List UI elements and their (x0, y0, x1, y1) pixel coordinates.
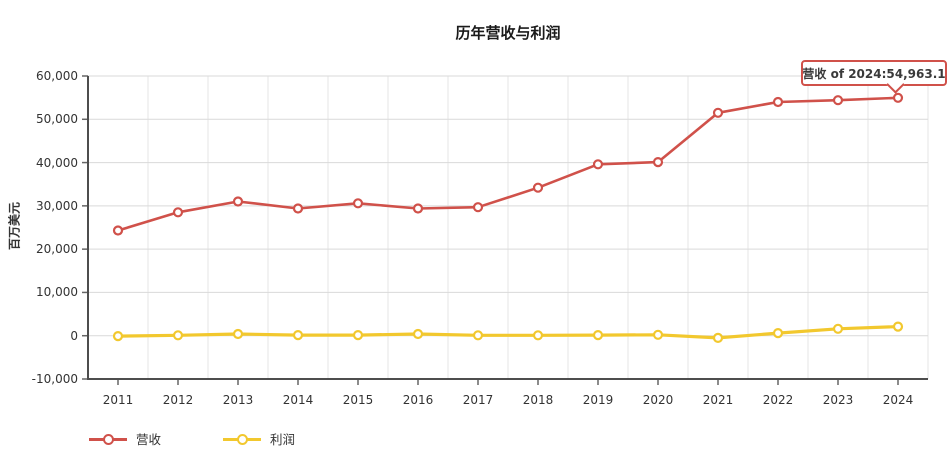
x-tick-label-2015: 2015 (342, 393, 374, 407)
y-tick-label--10,000: -10,000 (31, 372, 78, 386)
x-tick-label-2020: 2020 (642, 393, 674, 407)
x-tick-label-2017: 2017 (462, 393, 494, 407)
axes (87, 76, 928, 380)
revenue-marker-2014[interactable] (292, 203, 304, 214)
y-tick-label-30,000: 30,000 (36, 198, 78, 213)
x-tick-label-2016: 2016 (402, 393, 434, 407)
profit-marker-2017[interactable] (472, 330, 484, 341)
profit-series (112, 321, 904, 343)
legend-label-profit: 利润 (270, 432, 296, 447)
revenue-marker-2020[interactable] (652, 157, 664, 168)
x-tick-label-2021: 2021 (702, 393, 734, 407)
revenue-marker-2013[interactable] (232, 196, 244, 207)
revenue-legend-marker-icon (89, 432, 127, 446)
chart-title: 历年营收与利润 (455, 24, 561, 42)
legend-item-revenue: 营收 (89, 429, 223, 448)
profit-marker-2019[interactable] (592, 330, 604, 341)
revenue-marker-2016[interactable] (412, 203, 424, 214)
legend-label-revenue: 营收 (136, 432, 162, 447)
revenue-marker-2018[interactable] (532, 182, 544, 193)
x-tick-label-2012: 2012 (162, 393, 194, 407)
revenue-marker-2011[interactable] (112, 225, 124, 236)
x-tick-label-2019: 2019 (582, 393, 614, 407)
axis-ticks (82, 75, 899, 385)
revenue-marker-2023[interactable] (832, 95, 844, 106)
profit-marker-2011[interactable] (112, 331, 124, 342)
revenue-marker-2012[interactable] (172, 207, 184, 218)
y-tick-label-0: 0 (70, 328, 78, 343)
revenue-marker-2022[interactable] (772, 96, 784, 108)
x-tick-label-2023: 2023 (822, 393, 854, 407)
profit-marker-2024[interactable] (892, 321, 904, 332)
profit-marker-2016[interactable] (412, 328, 424, 340)
y-tick-label-10,000: 10,000 (36, 285, 78, 300)
revenue-line (117, 96, 899, 232)
revenue-marker-2024[interactable] (892, 92, 904, 103)
revenue-marker-2021[interactable] (712, 107, 724, 118)
profit-marker-2020[interactable] (652, 329, 664, 340)
legend: 营收 利润 (89, 429, 357, 448)
profit-marker-2022[interactable] (772, 328, 784, 339)
profit-marker-2023[interactable] (832, 323, 844, 334)
tooltip: 营收 of 2024:54,963.1 (801, 60, 947, 94)
profit-marker-2018[interactable] (532, 330, 544, 341)
revenue-marker-2015[interactable] (352, 198, 364, 209)
y-tick-label-20,000: 20,000 (36, 242, 78, 257)
y-tick-label-40,000: 40,000 (36, 155, 78, 170)
tooltip-text: 营收 of 2024:54,963.1 (802, 66, 946, 81)
x-tick-label-2024: 2024 (882, 393, 914, 407)
revenue-marker-2019[interactable] (592, 159, 604, 170)
y-tick-label-50,000: 50,000 (36, 112, 78, 127)
y-tick-label-60,000: 60,000 (36, 69, 78, 83)
profit-marker-2013[interactable] (232, 328, 244, 340)
profit-marker-2014[interactable] (292, 330, 304, 341)
x-tick-label-2013: 2013 (222, 393, 254, 407)
profit-marker-2021[interactable] (712, 332, 724, 343)
profit-legend-marker-icon (223, 432, 261, 446)
x-tick-label-2018: 2018 (522, 393, 554, 407)
revenue-marker-2017[interactable] (472, 202, 484, 213)
profit-marker-2015[interactable] (352, 330, 364, 341)
profit-line (117, 325, 899, 340)
x-tick-label-2022: 2022 (762, 393, 794, 407)
legend-item-profit: 利润 (223, 429, 357, 448)
revenue-series (112, 92, 904, 236)
gridlines (88, 75, 929, 379)
x-tick-label-2014: 2014 (282, 393, 314, 407)
profit-marker-2012[interactable] (172, 330, 184, 341)
x-tick-label-2011: 2011 (102, 393, 134, 407)
